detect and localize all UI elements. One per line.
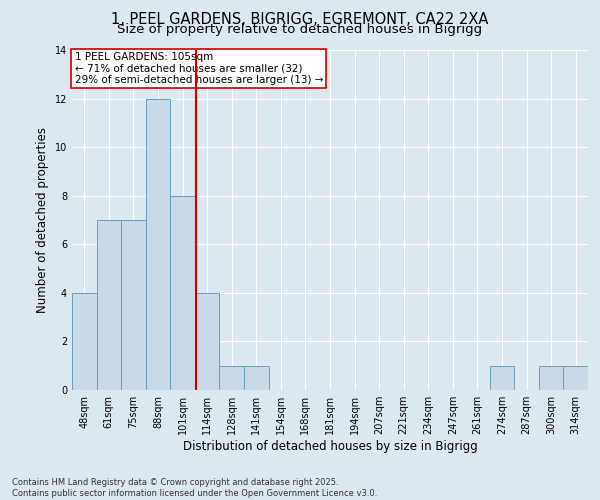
Bar xyxy=(121,220,146,390)
Y-axis label: Number of detached properties: Number of detached properties xyxy=(36,127,49,313)
Bar xyxy=(244,366,269,390)
Bar xyxy=(220,366,244,390)
Bar xyxy=(170,196,195,390)
Bar xyxy=(490,366,514,390)
Bar xyxy=(195,293,220,390)
X-axis label: Distribution of detached houses by size in Bigrigg: Distribution of detached houses by size … xyxy=(182,440,478,453)
Bar xyxy=(539,366,563,390)
Bar xyxy=(563,366,588,390)
Bar xyxy=(146,98,170,390)
Bar xyxy=(97,220,121,390)
Bar xyxy=(72,293,97,390)
Text: Contains HM Land Registry data © Crown copyright and database right 2025.
Contai: Contains HM Land Registry data © Crown c… xyxy=(12,478,377,498)
Text: Size of property relative to detached houses in Bigrigg: Size of property relative to detached ho… xyxy=(118,22,482,36)
Text: 1, PEEL GARDENS, BIGRIGG, EGREMONT, CA22 2XA: 1, PEEL GARDENS, BIGRIGG, EGREMONT, CA22… xyxy=(112,12,488,28)
Text: 1 PEEL GARDENS: 105sqm
← 71% of detached houses are smaller (32)
29% of semi-det: 1 PEEL GARDENS: 105sqm ← 71% of detached… xyxy=(74,52,323,85)
